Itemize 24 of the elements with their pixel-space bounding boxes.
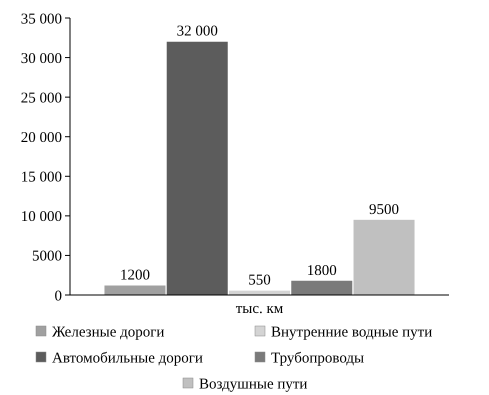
data-label: 9500 xyxy=(369,202,400,218)
legend-label: Автомобильные дороги xyxy=(52,350,203,366)
y-tick-label: 10 000 xyxy=(20,209,62,226)
data-label: 1800 xyxy=(306,262,337,279)
data-label: 1200 xyxy=(120,268,150,284)
legend-label: Железные дороги xyxy=(52,324,164,340)
y-tick-label: 0 xyxy=(54,288,62,304)
legend-label: Воздушные пути xyxy=(199,376,308,392)
bar xyxy=(104,286,166,295)
data-label: 550 xyxy=(248,272,271,289)
y-tick-label: 5000 xyxy=(32,248,62,265)
x-tick-label: тыс. км xyxy=(236,301,284,317)
bar xyxy=(228,290,290,295)
legend-label: Трубопроводы xyxy=(271,350,364,366)
data-label: 32 000 xyxy=(176,24,218,40)
y-tick-label: 35 000 xyxy=(20,11,62,28)
y-tick-label: 25 000 xyxy=(20,90,62,106)
bar xyxy=(354,220,415,295)
bar xyxy=(291,280,352,295)
y-tick-label: 20 000 xyxy=(20,130,62,146)
y-tick-label: 30 000 xyxy=(20,50,62,67)
legend-label: Внутренние водные пути xyxy=(271,324,432,340)
y-tick-label: 15 000 xyxy=(20,170,62,186)
bar xyxy=(166,42,228,295)
